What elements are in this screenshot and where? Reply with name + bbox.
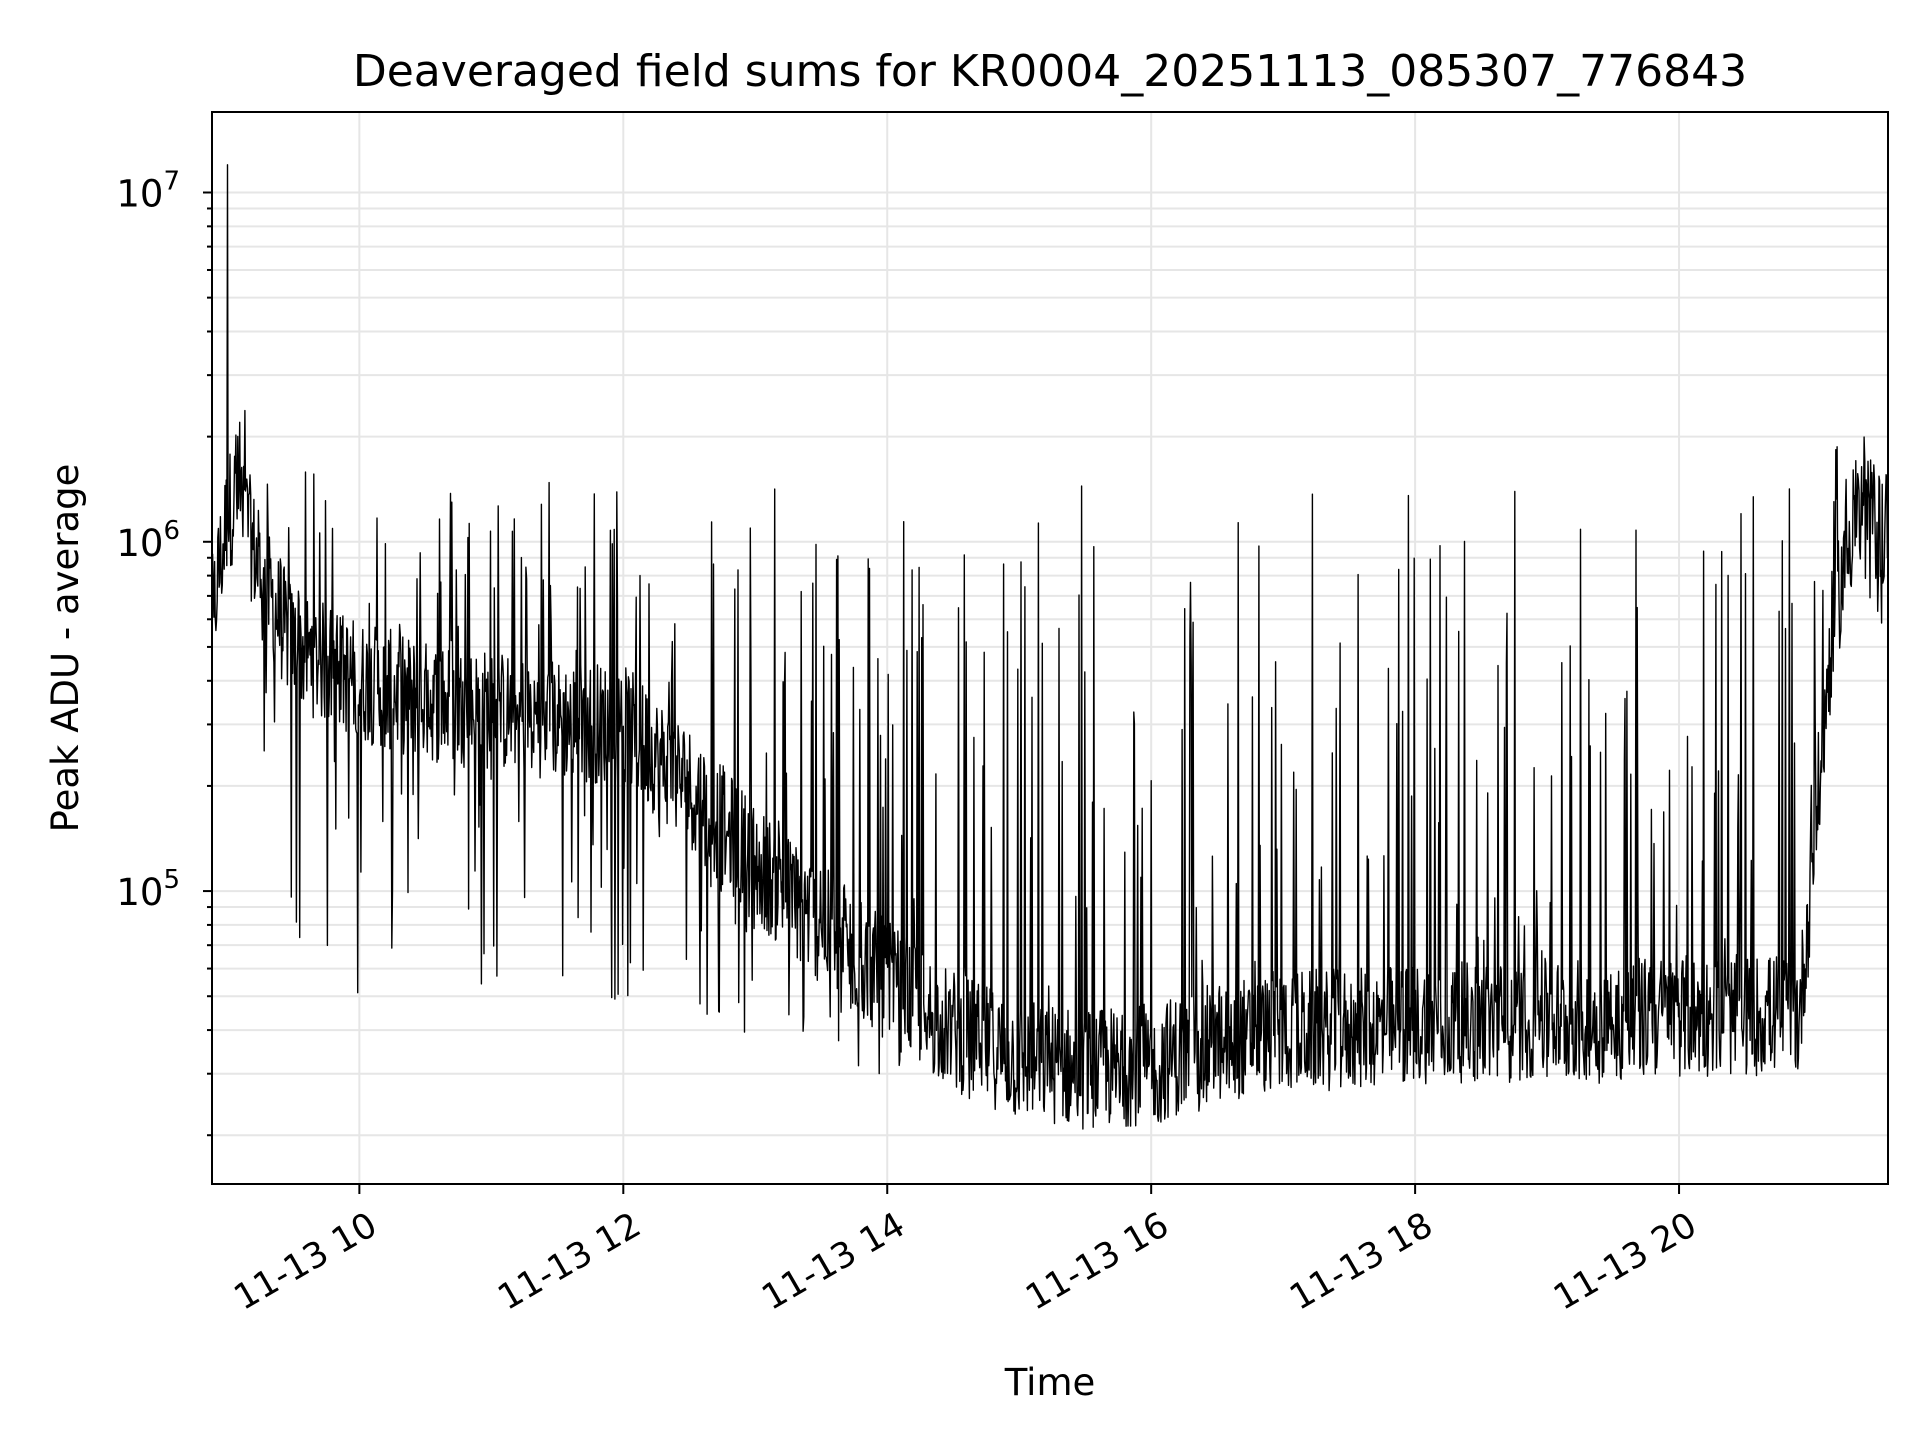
y-tick-label: 105 bbox=[116, 865, 180, 914]
plot-frame bbox=[211, 111, 1889, 1185]
axes: 11-13 10 11-13 12 11-13 14 11-13 16 11-13 18… bbox=[116, 166, 1703, 1318]
y-tick-label: 106 bbox=[116, 516, 180, 565]
x-tick-label: 11-13 20 bbox=[1547, 1205, 1703, 1318]
x-tick-label: 11-13 16 bbox=[1019, 1205, 1175, 1318]
x-tick-label: 11-13 12 bbox=[492, 1205, 648, 1318]
y-axis-label: Peak ADU - average bbox=[44, 464, 87, 833]
line-series bbox=[212, 164, 1888, 1130]
x-tick-label: 11-13 18 bbox=[1283, 1205, 1439, 1318]
y-tick-label: 107 bbox=[116, 166, 180, 215]
series-line bbox=[212, 164, 1888, 1130]
chart-title: Deaveraged field sums for KR0004_2025111… bbox=[353, 46, 1747, 97]
x-axis-label: Time bbox=[1004, 1361, 1096, 1404]
x-tick-label: 11-13 14 bbox=[755, 1205, 911, 1318]
x-tick-label: 11-13 10 bbox=[228, 1205, 384, 1318]
